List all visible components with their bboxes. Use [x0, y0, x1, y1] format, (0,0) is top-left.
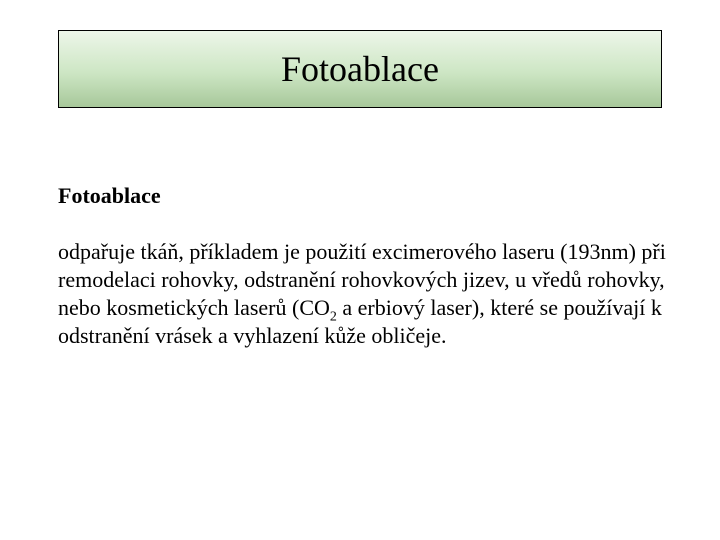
body-paragraph: odpařuje tkáň, příkladem je použití exci… [58, 238, 668, 351]
subtitle: Fotoablace [58, 183, 161, 209]
title-text: Fotoablace [281, 48, 439, 90]
body-line-2-after: a erbiový laser), [337, 295, 485, 320]
title-box: Fotoablace [58, 30, 662, 108]
body-line-1: odpařuje tkáň, příkladem je použití exci… [58, 239, 636, 264]
